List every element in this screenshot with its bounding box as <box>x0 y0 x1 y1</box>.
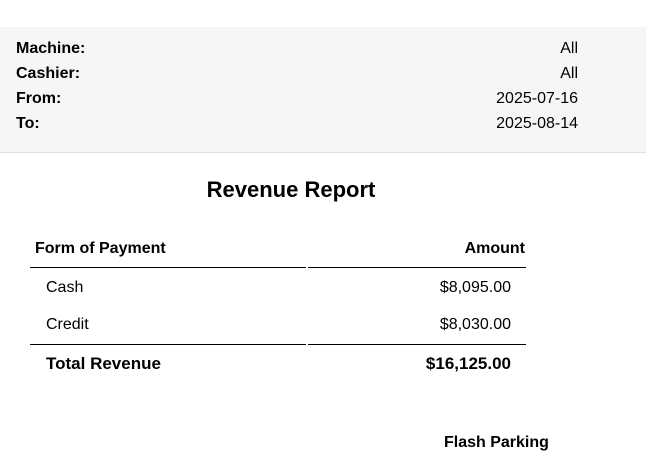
row-payment-credit: Credit <box>46 316 89 333</box>
filter-label-cashier: Cashier: <box>16 65 81 82</box>
filter-label-from: From: <box>16 90 62 107</box>
filter-value-to: 2025-08-14 <box>496 115 578 132</box>
row-amount-credit: $8,030.00 <box>439 316 511 333</box>
header-divider-left <box>30 267 306 268</box>
filter-row-cashier: Cashier: All <box>16 65 578 85</box>
filter-value-from: 2025-07-16 <box>496 90 578 107</box>
filter-label-to: To: <box>16 115 40 132</box>
total-divider-right <box>308 344 526 345</box>
column-header-payment: Form of Payment <box>35 240 166 257</box>
header-divider-right <box>308 267 526 268</box>
total-revenue-amount: $16,125.00 <box>425 354 511 373</box>
report-filters-panel: Machine: All Cashier: All From: 2025-07-… <box>0 27 646 153</box>
column-header-amount: Amount <box>464 240 525 257</box>
report-title: Revenue Report <box>206 177 376 202</box>
filter-row-to: To: 2025-08-14 <box>16 115 578 135</box>
filter-row-from: From: 2025-07-16 <box>16 90 578 110</box>
footer-brand: Flash Parking <box>444 434 549 451</box>
total-divider-left <box>30 344 306 345</box>
filter-label-machine: Machine: <box>16 40 86 57</box>
row-amount-cash: $8,095.00 <box>439 279 511 296</box>
row-payment-cash: Cash <box>46 279 84 296</box>
total-revenue-label: Total Revenue <box>46 354 161 373</box>
filter-row-machine: Machine: All <box>16 40 578 60</box>
filter-value-machine: All <box>560 40 578 57</box>
filter-value-cashier: All <box>560 65 578 82</box>
